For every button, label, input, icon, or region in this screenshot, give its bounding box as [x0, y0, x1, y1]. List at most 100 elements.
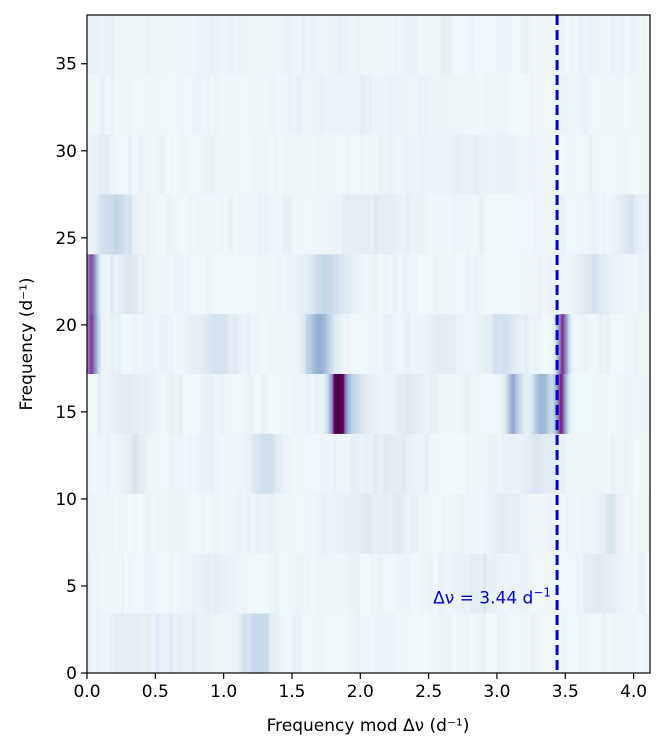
heatmap-cell — [106, 553, 109, 614]
heatmap-cell — [604, 74, 607, 135]
heatmap-cell — [130, 433, 133, 494]
heatmap-cell — [260, 313, 263, 374]
heatmap-cell — [568, 134, 570, 195]
heatmap-cell — [417, 313, 420, 374]
heatmap-cell — [305, 74, 308, 135]
heatmap-cell — [619, 253, 622, 315]
heatmap-cell — [603, 433, 606, 494]
heatmap-cell — [554, 134, 557, 195]
heatmap-cell — [271, 553, 274, 614]
heatmap-cell — [634, 613, 637, 673]
heatmap-cell — [573, 553, 576, 614]
heatmap-cell — [375, 373, 378, 434]
heatmap-cell — [177, 15, 180, 75]
heatmap-cell — [531, 253, 534, 315]
heatmap-cell — [207, 74, 210, 135]
heatmap-cell — [585, 613, 588, 673]
heatmap-cell — [643, 313, 646, 374]
heatmap-cell — [125, 553, 128, 614]
heatmap-cell — [326, 253, 329, 315]
heatmap-cell — [214, 553, 217, 614]
heatmap-cell — [617, 553, 620, 614]
heatmap-cell — [391, 253, 394, 315]
heatmap-cell — [261, 15, 264, 75]
heatmap-cell — [570, 373, 573, 434]
heatmap-cell — [453, 553, 456, 614]
heatmap-cell — [632, 433, 635, 494]
heatmap-cell — [368, 134, 371, 195]
heatmap-cell — [445, 613, 447, 673]
heatmap-cell — [167, 134, 170, 195]
heatmap-cell — [486, 553, 488, 614]
heatmap-cell — [170, 313, 173, 374]
heatmap-cell — [326, 313, 329, 374]
heatmap-cell — [230, 373, 233, 434]
heatmap-cell — [480, 193, 483, 255]
heatmap-cell — [554, 193, 557, 255]
heatmap-cell — [252, 253, 255, 315]
heatmap-cell — [384, 553, 387, 614]
heatmap-cell — [92, 373, 95, 434]
heatmap-cell — [391, 313, 394, 374]
heatmap-cell — [361, 253, 364, 315]
heatmap-cell — [498, 253, 501, 315]
heatmap-cell — [143, 193, 145, 255]
heatmap-cell — [194, 613, 197, 673]
heatmap-cell — [421, 553, 424, 614]
heatmap-cell — [509, 373, 512, 434]
heatmap-cell — [255, 373, 258, 434]
heatmap-cell — [182, 313, 185, 374]
heatmap-cell — [492, 15, 495, 75]
heatmap-cell — [462, 313, 465, 374]
heatmap-cell — [557, 553, 560, 614]
heatmap-cell — [584, 553, 587, 614]
heatmap-cell — [451, 313, 454, 374]
heatmap-cell — [235, 193, 238, 255]
heatmap-cell — [222, 253, 225, 315]
heatmap-cell — [405, 193, 408, 255]
heatmap-cell — [268, 253, 271, 315]
heatmap-cell — [647, 253, 650, 315]
heatmap-cell — [429, 253, 432, 315]
heatmap-cell — [383, 253, 386, 315]
heatmap-cell — [406, 15, 409, 75]
heatmap-cell — [592, 493, 595, 554]
heatmap-cell — [484, 74, 487, 135]
heatmap-cell — [87, 15, 89, 75]
heatmap-cell — [572, 493, 575, 554]
heatmap-cell — [352, 553, 355, 614]
heatmap-cell — [170, 253, 173, 315]
heatmap-cell — [639, 253, 642, 315]
heatmap-cell — [563, 493, 566, 554]
heatmap-cell — [399, 134, 402, 195]
heatmap-cell — [290, 15, 293, 75]
heatmap-cell — [495, 253, 498, 315]
heatmap-cell — [271, 15, 274, 75]
heatmap-cell — [491, 253, 494, 315]
heatmap-cell — [378, 15, 381, 75]
heatmap-cell — [404, 613, 406, 673]
heatmap-cell — [348, 313, 350, 374]
heatmap-cell — [226, 613, 229, 673]
heatmap-cell — [87, 253, 89, 315]
heatmap-cell — [479, 193, 482, 255]
heatmap-cell — [453, 193, 456, 255]
heatmap-cell — [104, 134, 107, 195]
heatmap-cell — [588, 253, 591, 315]
heatmap-cell — [368, 613, 371, 673]
heatmap-cell — [412, 553, 415, 614]
heatmap-cell — [246, 373, 249, 434]
heatmap-cell — [555, 433, 558, 494]
heatmap-cell — [365, 253, 368, 315]
heatmap-cell — [357, 493, 360, 554]
heatmap-cell — [369, 553, 372, 614]
heatmap-cell — [371, 15, 374, 75]
heatmap-cell — [404, 313, 406, 374]
heatmap-cell — [356, 74, 359, 135]
heatmap-cell — [88, 74, 91, 135]
heatmap-cell — [581, 74, 584, 135]
heatmap-cell — [203, 553, 206, 614]
heatmap-cell — [345, 373, 348, 434]
heatmap-cell — [496, 613, 499, 673]
heatmap-cell — [119, 493, 122, 554]
